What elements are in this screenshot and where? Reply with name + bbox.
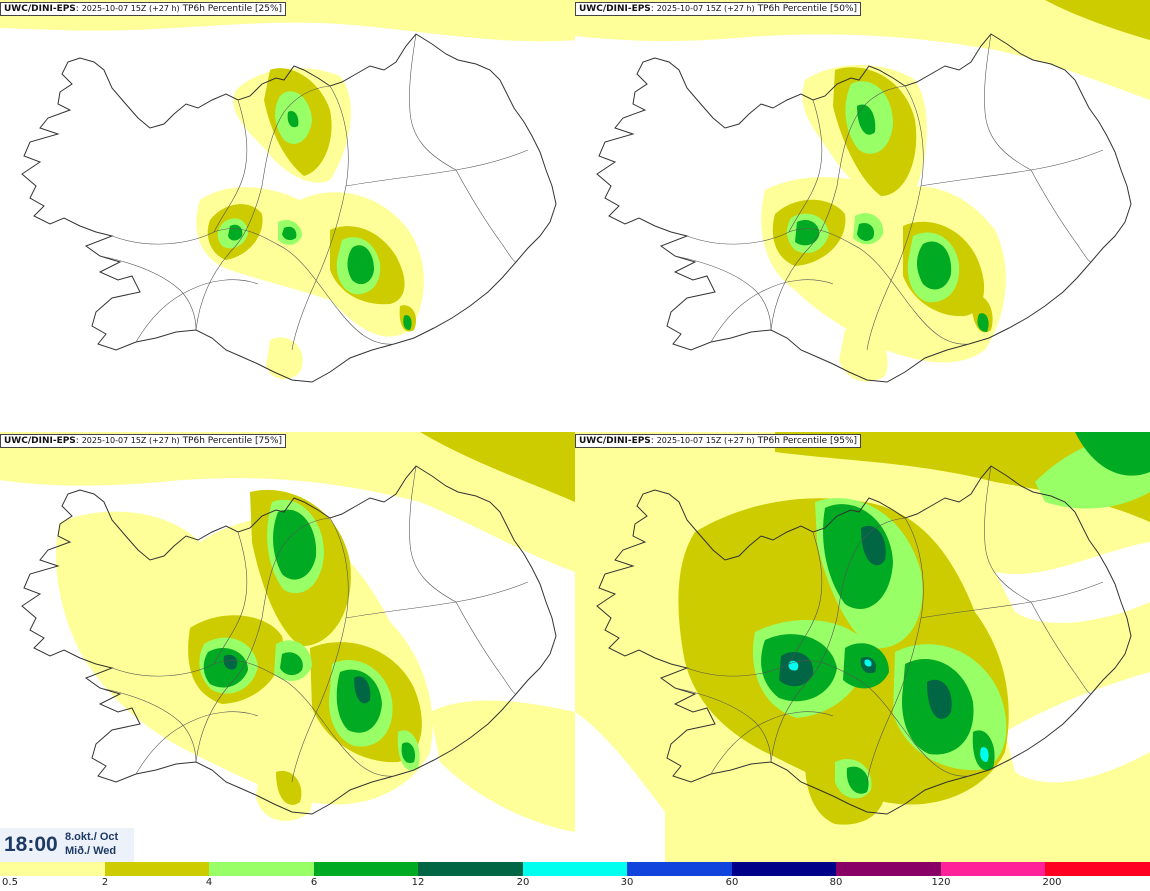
- model-name: UWC/DINI-EPS: [579, 4, 651, 14]
- legend-segment: [627, 862, 732, 876]
- run-time: 2025-10-07 15Z (+27 h): [81, 436, 180, 445]
- model-name: UWC/DINI-EPS: [4, 4, 76, 14]
- legend-tick: 2: [101, 877, 109, 888]
- panel-title: UWC/DINI-EPS: 2025-10-07 15Z (+27 h) TP6…: [575, 2, 862, 16]
- legend-segment: [732, 862, 836, 876]
- legend-segment: [941, 862, 1045, 876]
- run-time: 2025-10-07 15Z (+27 h): [81, 4, 180, 13]
- legend-tick: 120: [931, 877, 951, 888]
- legend-tick: 60: [725, 877, 739, 888]
- precip-map-p50: [575, 0, 1150, 432]
- valid-weekday: Mið./ Wed: [65, 845, 117, 857]
- legend-tick: 6: [310, 877, 318, 888]
- legend-tick: 200: [1042, 877, 1062, 888]
- valid-time: 18:00: [4, 833, 58, 856]
- legend-tick: 12: [411, 877, 425, 888]
- run-time: 2025-10-07 15Z (+27 h): [656, 4, 755, 13]
- run-time: 2025-10-07 15Z (+27 h): [656, 436, 755, 445]
- legend-segment: [0, 862, 105, 876]
- legend-tick: 0.5: [2, 877, 18, 888]
- legend-segment: [1045, 862, 1150, 876]
- legend-tick: 20: [516, 877, 530, 888]
- product-label: TP6h Percentile [95%]: [757, 436, 858, 446]
- model-name: UWC/DINI-EPS: [579, 436, 651, 446]
- precip-map-p25: [0, 0, 575, 432]
- precip-map-p95: [575, 432, 1150, 864]
- map-panel-p25: UWC/DINI-EPS: 2025-10-07 15Z (+27 h) TP6…: [0, 0, 575, 432]
- color-legend: 0.5 2 4 6 12 20 30 60 80 120 200: [0, 862, 1150, 891]
- map-panel-p75: UWC/DINI-EPS: 2025-10-07 15Z (+27 h) TP6…: [0, 432, 575, 864]
- product-label: TP6h Percentile [25%]: [182, 4, 283, 14]
- legend-tick: 4: [205, 877, 213, 888]
- panel-title: UWC/DINI-EPS: 2025-10-07 15Z (+27 h) TP6…: [0, 2, 287, 16]
- legend-tick: 80: [829, 877, 843, 888]
- product-label: TP6h Percentile [75%]: [182, 436, 283, 446]
- legend-segment: [836, 862, 941, 876]
- legend-segment: [523, 862, 627, 876]
- legend-segment: [418, 862, 523, 876]
- map-panel-p50: UWC/DINI-EPS: 2025-10-07 15Z (+27 h) TP6…: [575, 0, 1150, 432]
- valid-time-box: 18:00 8.okt./ Oct Mið./ Wed: [0, 828, 134, 862]
- product-label: TP6h Percentile [50%]: [757, 4, 858, 14]
- legend-tick: 30: [620, 877, 634, 888]
- legend-segment: [314, 862, 418, 876]
- legend-segment: [105, 862, 209, 876]
- map-panel-p95: UWC/DINI-EPS: 2025-10-07 15Z (+27 h) TP6…: [575, 432, 1150, 864]
- model-name: UWC/DINI-EPS: [4, 436, 76, 446]
- panel-title: UWC/DINI-EPS: 2025-10-07 15Z (+27 h) TP6…: [0, 434, 287, 448]
- valid-date: 8.okt./ Oct: [65, 831, 119, 843]
- legend-segment: [209, 862, 314, 876]
- precip-map-p75: [0, 432, 575, 864]
- panel-title: UWC/DINI-EPS: 2025-10-07 15Z (+27 h) TP6…: [575, 434, 862, 448]
